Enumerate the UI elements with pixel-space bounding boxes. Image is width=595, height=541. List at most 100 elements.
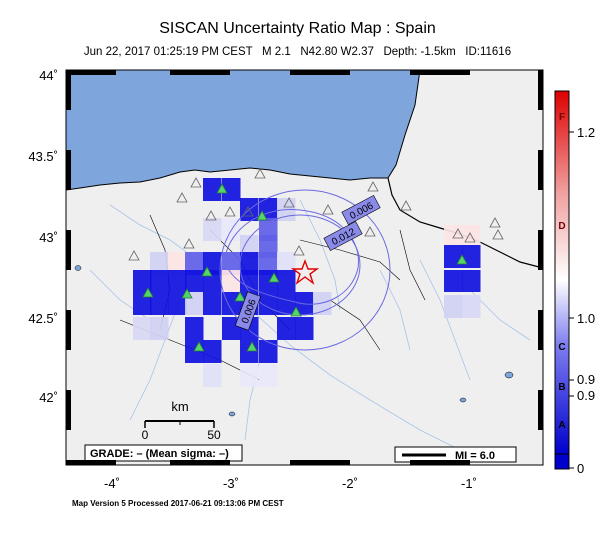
lat-tick-label: 43.5˚ (28, 149, 58, 164)
grid-cell (222, 292, 241, 315)
station-unused-icon (400, 200, 412, 211)
grid-cell (277, 292, 296, 315)
station-unused-icon (183, 238, 195, 249)
grid-cell (277, 270, 296, 292)
grid-cell (222, 252, 241, 275)
lat-tick-label: 42.5˚ (28, 311, 58, 326)
grid-cell (462, 245, 481, 268)
station-unused-icon (492, 229, 504, 240)
station-unused-icon (128, 250, 140, 261)
grid-cell (150, 317, 169, 340)
grid-cell (259, 340, 278, 363)
station-unused-icon (367, 181, 379, 192)
grid-cell (133, 270, 152, 292)
station-used-icon (256, 210, 268, 221)
svg-text:B: B (558, 382, 565, 393)
station-unused-icon (224, 206, 236, 217)
lat-tick-label: 42˚ (39, 390, 58, 405)
station-unused-icon (452, 228, 464, 239)
svg-text:km: km (171, 399, 188, 414)
svg-text:GRADE: – (Mean sigma: –): GRADE: – (Mean sigma: –) (90, 448, 229, 460)
grid-cell (168, 270, 187, 292)
grid-cell (185, 340, 204, 363)
lon-tick-label: -3˚ (223, 476, 239, 491)
grid-cell (203, 340, 222, 363)
station-unused-icon (293, 245, 305, 256)
epicenter-star-icon (290, 259, 320, 285)
frame-ticks (66, 70, 543, 465)
map-title: SISCAN Uncertainty Ratio Map : Spain (159, 20, 436, 37)
station-used-icon (181, 288, 193, 299)
station-used-icon (201, 266, 213, 277)
station-unused-icon (205, 210, 217, 221)
grid-cell (222, 270, 241, 292)
lon-tick-label: -2˚ (342, 476, 358, 491)
grid-cell (462, 270, 481, 292)
uncertainty-grid (133, 178, 481, 387)
lon-tick-label: -1˚ (461, 476, 477, 491)
station-unused-icon (283, 197, 295, 208)
station-used-icon (456, 254, 468, 265)
grid-cell (240, 364, 259, 387)
lakes (74, 265, 514, 417)
grid-cell (462, 295, 481, 318)
grid-cell (185, 317, 204, 340)
svg-text:D: D (558, 221, 565, 232)
svg-text:A: A (558, 420, 565, 431)
svg-text:0.9: 0.9 (577, 372, 595, 387)
grid-cell (133, 292, 152, 315)
grade-box: GRADE: – (Mean sigma: –) (84, 444, 243, 462)
station-unused-icon (254, 168, 266, 179)
station-used-icon (193, 341, 205, 352)
grid-cell (277, 252, 296, 275)
grid-cell (444, 295, 463, 318)
grid-cell (168, 252, 187, 275)
colorbar: F D C B A 1.2 1.0 0.9 0.9 0 (554, 90, 595, 476)
stations (128, 168, 504, 352)
svg-text:C: C (558, 342, 565, 353)
station-unused-icon (190, 177, 202, 188)
station-used-icon (234, 291, 246, 302)
grid-cell (240, 270, 259, 292)
grid-cell (462, 225, 481, 248)
event-info: Jun 22, 2017 01:25:19 PM CEST M 2.1 N42.… (83, 46, 512, 58)
lat-tick-label: 44˚ (39, 68, 58, 83)
svg-text:50: 50 (207, 428, 221, 442)
grid-cell (185, 270, 204, 292)
scale-bar: km 0 50 (142, 399, 221, 442)
grid-cell (150, 270, 169, 292)
station-used-icon (142, 287, 154, 298)
station-unused-icon (489, 217, 501, 228)
station-unused-icon (464, 232, 476, 243)
station-used-icon (290, 306, 302, 317)
lat-tick-label: 43˚ (39, 230, 58, 245)
grid-cell (222, 317, 241, 340)
station-unused-icon (322, 204, 334, 215)
grid-cell (203, 218, 222, 241)
map-area: 0.006 0.012 0.006 km 0 50 GRADE: – (Mean… (66, 70, 543, 465)
grid-cell (150, 292, 169, 315)
station-unused-icon (364, 226, 376, 237)
station-unused-icon (176, 192, 188, 203)
rivers (89, 199, 531, 456)
grid-cell (259, 364, 278, 387)
lon-tick-label: -4˚ (104, 476, 120, 491)
station-used-icon (216, 183, 228, 194)
grid-cell (150, 252, 169, 275)
mi-legend: MI = 6.0 (394, 446, 517, 463)
svg-text:0: 0 (577, 461, 584, 476)
svg-text:0: 0 (142, 428, 149, 442)
svg-text:1.2: 1.2 (577, 125, 595, 140)
grid-cell (444, 225, 463, 248)
station-used-icon (268, 272, 280, 283)
svg-text:0.9: 0.9 (577, 388, 595, 403)
map-version-footer: Map Version 5 Processed 2017-06-21 09:13… (72, 499, 284, 508)
grid-cell (277, 317, 296, 340)
grid-cell (203, 178, 222, 201)
grid-cell (203, 364, 222, 387)
svg-text:F: F (559, 112, 565, 123)
svg-text:MI = 6.0: MI = 6.0 (455, 450, 495, 462)
grid-cell (240, 340, 259, 363)
grid-cell (133, 317, 152, 340)
